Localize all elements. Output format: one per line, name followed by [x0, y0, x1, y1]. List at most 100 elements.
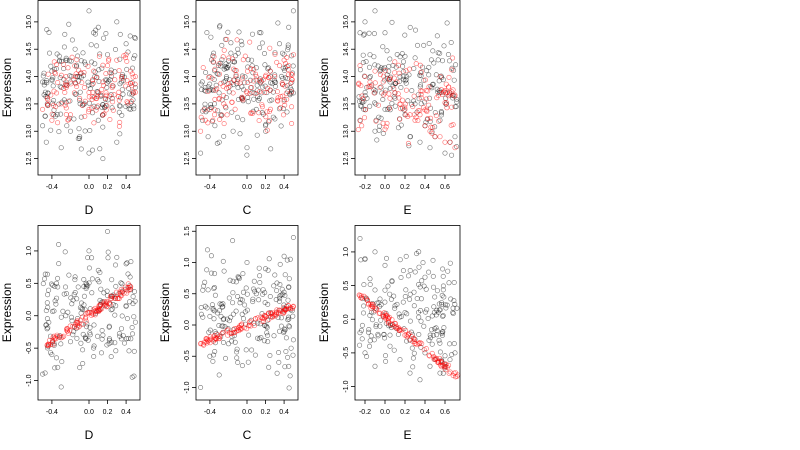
scatter-point	[282, 327, 288, 333]
scatter-point	[400, 268, 406, 274]
scatter-point	[44, 300, 50, 306]
scatter-point	[366, 84, 372, 90]
scatter-point	[219, 57, 225, 63]
scatter-point	[449, 152, 455, 158]
scatter-point	[417, 112, 423, 118]
scatter-point	[91, 68, 97, 74]
x-tick-label: 0.4	[121, 409, 131, 416]
scatter-point	[220, 301, 226, 307]
scatter-point	[360, 99, 366, 105]
scatter-point	[394, 301, 400, 307]
scatter-point	[95, 117, 101, 123]
scatter-point	[122, 340, 128, 346]
scatter-point	[383, 358, 389, 364]
scatter-point	[99, 336, 105, 342]
scatter-point	[440, 313, 446, 319]
scatter-point	[385, 320, 391, 326]
scatter-point	[50, 100, 56, 106]
scatter-point	[290, 304, 296, 310]
scatter-point	[74, 335, 80, 341]
scatter-point	[433, 113, 439, 119]
y-tick-label: 14.5	[343, 42, 350, 56]
scatter-point	[242, 302, 248, 308]
scatter-point	[278, 315, 284, 321]
scatter-point	[269, 81, 275, 87]
x-tick-label: 0.2	[261, 409, 271, 416]
scatter-point	[392, 70, 398, 76]
scatter-point	[445, 93, 451, 99]
scatter-point	[453, 62, 459, 68]
scatter-point	[221, 66, 227, 72]
scatter-point	[50, 75, 56, 81]
scatter-point	[113, 303, 119, 309]
scatter-point	[251, 286, 257, 292]
scatter-point	[200, 287, 206, 293]
scatter-point	[94, 104, 100, 110]
scatter-point	[253, 74, 259, 80]
scatter-point	[253, 91, 259, 97]
scatter-point	[410, 355, 416, 361]
scatter-point	[45, 304, 51, 310]
scatter-point	[452, 301, 458, 307]
scatter-point	[452, 92, 458, 98]
scatter-point	[382, 299, 388, 305]
scatter-point	[235, 50, 241, 56]
scatter-point	[86, 94, 92, 100]
scatter-point	[280, 93, 286, 99]
scatter-point	[250, 70, 256, 76]
scatter-point	[58, 145, 64, 151]
scatter-point	[357, 118, 363, 124]
scatter-point	[232, 339, 238, 345]
scatter-point	[426, 40, 432, 46]
scatter-point	[357, 236, 363, 242]
scatter-point	[80, 50, 86, 56]
scatter-point	[126, 348, 132, 354]
y-tick-label: 1.0	[184, 258, 191, 268]
y-tick-label: 1.0	[343, 247, 350, 257]
scatter-point	[409, 334, 415, 340]
scatter-point	[392, 59, 398, 65]
scatter-point	[244, 326, 250, 332]
scatter-point	[428, 57, 434, 63]
scatter-point	[258, 90, 264, 96]
scatter-point	[59, 359, 65, 365]
scatter-point	[211, 352, 217, 358]
scatter-point	[55, 275, 61, 281]
scatter-point	[76, 320, 82, 326]
scatter-point	[56, 101, 62, 107]
scatter-point	[67, 98, 73, 104]
scatter-point	[53, 301, 59, 307]
scatter-point	[430, 48, 436, 54]
scatter-point	[88, 42, 94, 48]
scatter-point	[73, 81, 79, 87]
scatter-point	[422, 77, 428, 83]
x-axis-label: D	[85, 203, 94, 217]
scatter-point	[281, 52, 287, 58]
x-tick-label: -0.2	[359, 184, 371, 191]
scatter-point	[259, 40, 265, 46]
scatter-point	[397, 327, 403, 333]
scatter-point	[274, 280, 280, 286]
scatter-point	[259, 104, 265, 110]
scatter-point	[70, 332, 76, 338]
scatter-point	[371, 31, 377, 37]
scatter-point	[83, 284, 89, 290]
scatter-point	[208, 336, 214, 342]
scatter-point	[440, 313, 446, 319]
scatter-point	[272, 72, 278, 78]
scatter-point	[364, 95, 370, 101]
scatter-point	[129, 71, 135, 77]
scatter-point	[49, 68, 55, 74]
scatter-point	[412, 341, 418, 347]
scatter-point	[86, 100, 92, 106]
scatter-point	[130, 97, 136, 103]
x-tick-label: 0.4	[279, 184, 289, 191]
scatter-point	[228, 80, 234, 86]
scatter-point	[61, 44, 67, 50]
scatter-point	[63, 105, 69, 111]
scatter-point	[434, 359, 440, 365]
scatter-point	[440, 283, 446, 289]
scatter-point	[407, 318, 413, 324]
scatter-point	[281, 68, 287, 74]
scatter-point	[452, 145, 458, 151]
